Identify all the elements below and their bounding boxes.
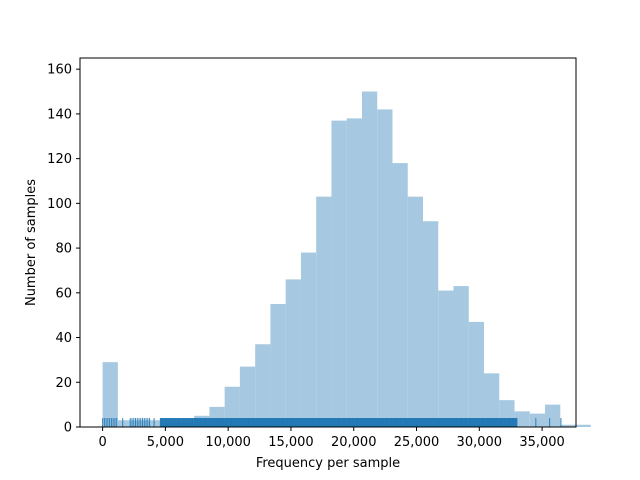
x-tick-label: 30,000 bbox=[457, 435, 503, 450]
histogram-bar bbox=[224, 386, 240, 427]
x-tick-label: 35,000 bbox=[519, 435, 565, 450]
histogram-bar bbox=[453, 286, 469, 427]
histogram-bar bbox=[468, 321, 485, 427]
histogram-bars bbox=[102, 91, 591, 428]
histogram-bar bbox=[346, 118, 362, 427]
y-tick-label: 120 bbox=[47, 152, 72, 167]
histogram-bar bbox=[438, 290, 454, 427]
x-axis-label: Frequency per sample bbox=[256, 456, 400, 471]
y-tick-label: 140 bbox=[47, 107, 72, 122]
plot-frame bbox=[79, 57, 577, 428]
histogram-bar bbox=[560, 424, 576, 427]
histogram-bar bbox=[377, 109, 393, 427]
histogram-bar bbox=[270, 304, 286, 427]
histogram-bar bbox=[255, 344, 271, 427]
x-tick-label: 0 bbox=[98, 435, 106, 450]
histogram-bar bbox=[392, 163, 408, 428]
x-tick-label: 20,000 bbox=[331, 435, 377, 450]
histogram-bar bbox=[239, 366, 256, 427]
histogram-bar bbox=[484, 373, 500, 427]
y-tick-label: 80 bbox=[55, 242, 72, 257]
y-tick-label: 160 bbox=[47, 63, 72, 78]
histogram-bar bbox=[285, 279, 301, 427]
x-tick-label: 25,000 bbox=[394, 435, 440, 450]
y-axis-ticks: 0 20 40 60 80 100 120 140 160 bbox=[47, 63, 80, 436]
histogram-bar bbox=[300, 252, 317, 427]
histogram-bar bbox=[316, 196, 332, 427]
histogram-bar bbox=[575, 424, 591, 427]
y-tick-label: 60 bbox=[55, 286, 72, 301]
histogram-bar bbox=[529, 413, 546, 427]
x-tick-label: 5,000 bbox=[147, 435, 184, 450]
x-tick-label: 10,000 bbox=[205, 435, 251, 450]
histogram-bar bbox=[331, 120, 347, 428]
histogram-bar bbox=[102, 362, 118, 427]
histogram-bar bbox=[422, 221, 439, 427]
y-tick-label: 0 bbox=[64, 421, 72, 436]
histogram-bar bbox=[117, 420, 134, 427]
histogram-bar bbox=[148, 420, 164, 427]
y-tick-label: 40 bbox=[55, 331, 72, 346]
y-axis-label: Number of samples bbox=[24, 179, 39, 306]
y-tick-label: 20 bbox=[55, 376, 72, 391]
x-axis-ticks: 0 5,000 10,000 15,000 20,000 25,000 30,000 35,0… bbox=[98, 427, 565, 450]
histogram-bar bbox=[361, 91, 378, 427]
histogram-bar bbox=[514, 411, 530, 427]
x-tick-label: 15,000 bbox=[268, 435, 314, 450]
rug-marks bbox=[102, 418, 562, 427]
histogram-bar bbox=[545, 404, 561, 427]
y-tick-label: 100 bbox=[47, 197, 72, 212]
histogram-bar bbox=[407, 196, 423, 427]
